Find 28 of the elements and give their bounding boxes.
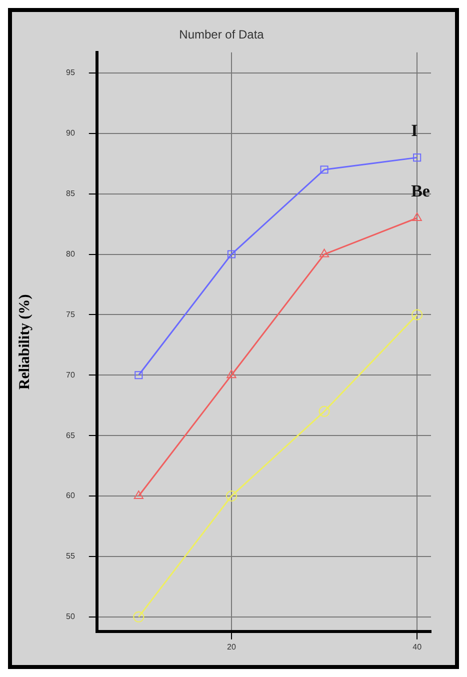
y-tick-label: 95 — [66, 68, 76, 78]
x-tick-label: 20 — [227, 642, 236, 652]
x-tick-label: 40 — [412, 642, 422, 652]
point — [133, 611, 144, 622]
point — [226, 490, 237, 502]
annotation: Be — [411, 181, 430, 200]
y-tick-label: 65 — [66, 430, 76, 440]
point — [412, 212, 422, 221]
point — [412, 309, 423, 320]
y-tick-label: 90 — [66, 128, 76, 138]
point — [319, 248, 330, 258]
y-tick-label: 75 — [66, 310, 76, 319]
point — [413, 154, 422, 162]
y-axis-title: Reliability (%) — [16, 294, 33, 390]
point — [226, 370, 236, 378]
y-tick-label: 80 — [66, 249, 76, 258]
y-tick-label: 60 — [66, 491, 76, 500]
y-tick-label: 70 — [66, 370, 76, 380]
chart-title: Number of Data — [179, 28, 264, 42]
y-tick-label: 85 — [66, 189, 76, 198]
y-tick-label: 50 — [66, 612, 76, 622]
annotation: I — [411, 120, 418, 140]
point — [320, 166, 328, 174]
point — [134, 371, 143, 380]
point — [134, 490, 144, 500]
point — [318, 406, 330, 417]
point — [227, 250, 236, 258]
y-tick-label: 55 — [66, 552, 76, 561]
